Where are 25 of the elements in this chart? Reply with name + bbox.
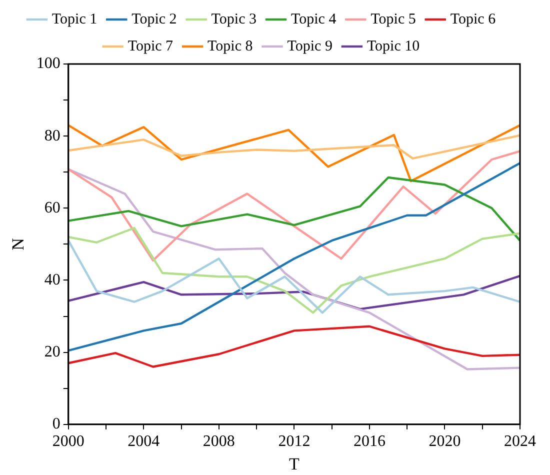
- x-tick-label: 2008: [202, 433, 235, 450]
- y-tick-label: 20: [44, 344, 60, 361]
- legend-label: Topic 7: [128, 38, 174, 54]
- x-tick-label: 2024: [504, 433, 536, 450]
- y-tick-label: 80: [44, 127, 60, 144]
- legend-label: Topic 1: [52, 11, 98, 28]
- legend-label: Topic 10: [366, 38, 420, 54]
- x-tick-label: 2004: [128, 433, 160, 450]
- x-tick-label: 2000: [52, 433, 84, 450]
- legend-label: Topic 3: [211, 11, 257, 28]
- y-tick-label: 60: [44, 199, 60, 216]
- legend-label: Topic 8: [208, 38, 253, 54]
- y-tick-label: 40: [44, 271, 60, 288]
- x-tick-label: 2012: [278, 433, 310, 450]
- legend-label: Topic 5: [370, 11, 416, 28]
- y-tick-label: 100: [36, 55, 60, 72]
- x-tick-label: 2020: [428, 433, 461, 450]
- y-axis-title: N: [8, 238, 28, 250]
- legend-label: Topic 9: [287, 38, 332, 54]
- legend-label: Topic 2: [132, 11, 177, 28]
- y-tick-label: 0: [52, 416, 60, 433]
- legend-label: Topic 4: [291, 11, 337, 28]
- x-axis-title: T: [289, 454, 300, 474]
- x-tick-label: 2016: [353, 433, 386, 450]
- legend-label: Topic 6: [450, 11, 496, 28]
